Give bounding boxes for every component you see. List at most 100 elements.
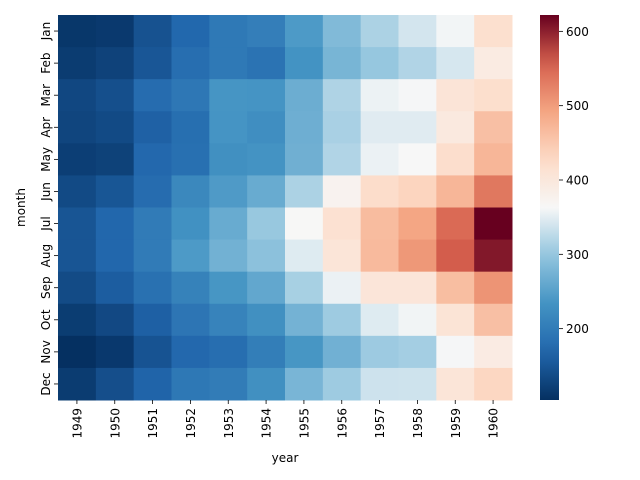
- colorbar-tick-label: 500: [566, 99, 589, 113]
- heatmap-cell: [133, 111, 172, 144]
- heatmap-cell: [95, 15, 135, 48]
- heatmap-cell: [322, 143, 362, 176]
- heatmap-cell: [247, 303, 286, 337]
- heatmap-cell: [58, 47, 97, 80]
- heatmap-cell: [398, 335, 437, 369]
- x-axis-label: year: [272, 451, 299, 465]
- heatmap-cell: [209, 15, 248, 48]
- heatmap-cell: [209, 303, 248, 337]
- x-tick-label: 1955: [297, 408, 311, 439]
- heatmap-cell: [398, 239, 437, 273]
- heatmap-cell: [360, 143, 399, 176]
- x-tick-label: 1950: [108, 408, 122, 439]
- heatmap-cell: [474, 143, 513, 176]
- x-axis-ticks: 1949 1950 1951 1952 1953 1954 1955 1956 1957 1958…: [70, 400, 501, 439]
- heatmap-cell: [58, 207, 97, 241]
- heatmap-cell: [171, 175, 210, 208]
- heatmap-cell: [95, 335, 135, 369]
- heatmap-cell: [209, 111, 248, 144]
- heatmap-cell: [474, 175, 513, 208]
- heatmap-cell: [58, 271, 97, 305]
- heatmap-cell: [133, 367, 172, 401]
- heatmap-cell: [322, 175, 362, 208]
- heatmap-cell: [95, 271, 135, 305]
- heatmap-cell: [209, 79, 248, 112]
- x-tick-label: 1959: [449, 408, 463, 439]
- heatmap-cell: [474, 303, 513, 337]
- heatmap-cell: [171, 207, 210, 241]
- heatmap-cell: [285, 143, 324, 176]
- heatmap-cell: [58, 111, 97, 144]
- y-tick-label: Nov: [39, 340, 53, 363]
- heatmap-cell: [133, 303, 172, 337]
- heatmap-cell: [95, 175, 135, 208]
- heatmap-cell: [247, 15, 286, 48]
- x-tick-label: 1949: [70, 408, 84, 439]
- y-tick-label: Feb: [39, 53, 53, 74]
- heatmap-cell: [58, 303, 97, 337]
- heatmap-cell: [322, 15, 362, 48]
- heatmap-cell: [398, 271, 437, 305]
- heatmap-cell: [133, 271, 172, 305]
- heatmap-cell: [398, 47, 437, 80]
- x-tick-label: 1951: [146, 408, 160, 439]
- y-axis-ticks: Jan Feb Mar Apr May Jun Jul Aug Sep Oct Nov Dec: [39, 22, 58, 396]
- heatmap-cell: [209, 207, 248, 241]
- heatmap-cell: [171, 367, 210, 401]
- heatmap-cell: [285, 47, 324, 80]
- heatmap-cell: [436, 207, 475, 241]
- heatmap-cell: [474, 15, 513, 48]
- heatmap-cell: [58, 239, 97, 273]
- heatmap-cell: [360, 207, 399, 241]
- colorbar-tick-label: 600: [566, 25, 589, 39]
- heatmap-cell: [322, 271, 362, 305]
- x-tick-label: 1954: [260, 408, 274, 439]
- y-tick-label: Sep: [39, 276, 53, 299]
- heatmap-cell: [171, 303, 210, 337]
- y-tick-label: Dec: [39, 372, 53, 395]
- heatmap-cell: [360, 47, 399, 80]
- x-tick-label: 1958: [411, 408, 425, 439]
- heatmap-cell: [209, 367, 248, 401]
- heatmap-cell: [247, 143, 286, 176]
- heatmap-cell: [171, 79, 210, 112]
- heatmap-cell: [398, 111, 437, 144]
- heatmap-cell: [95, 47, 135, 80]
- heatmap-cell: [436, 271, 475, 305]
- heatmap-cell: [95, 111, 135, 144]
- heatmap-cell: [95, 143, 135, 176]
- heatmap-cell: [360, 335, 399, 369]
- heatmap-cell: [474, 335, 513, 369]
- heatmap-cell: [285, 271, 324, 305]
- heatmap-cell: [285, 367, 324, 401]
- heatmap-cell: [247, 367, 286, 401]
- heatmap-cell: [247, 207, 286, 241]
- heatmap-cell: [285, 335, 324, 369]
- heatmap-cell: [247, 335, 286, 369]
- heatmap-cell: [436, 175, 475, 208]
- heatmap-cell: [247, 239, 286, 273]
- x-tick-label: 1952: [184, 408, 198, 439]
- heatmap-cell: [398, 79, 437, 112]
- heatmap-cell: [474, 207, 513, 241]
- heatmap-cell: [398, 143, 437, 176]
- x-tick-label: 1960: [487, 408, 501, 439]
- heatmap-cell: [436, 143, 475, 176]
- heatmap-cell: [58, 15, 97, 48]
- heatmap-cell: [58, 143, 97, 176]
- heatmap-cell: [285, 303, 324, 337]
- heatmap-cell: [436, 303, 475, 337]
- heatmap-cell: [360, 367, 399, 401]
- y-tick-label: Jun: [39, 182, 53, 202]
- heatmap-cell: [247, 271, 286, 305]
- colorbar-tick-label: 300: [566, 248, 589, 262]
- heatmap-cell: [436, 79, 475, 112]
- heatmap-cell: [322, 47, 362, 80]
- heatmap-cell: [360, 175, 399, 208]
- heatmap-cell: [398, 303, 437, 337]
- heatmap-cell: [58, 367, 97, 401]
- heatmap-cell: [474, 271, 513, 305]
- heatmap-cell: [474, 47, 513, 80]
- heatmap-cell: [360, 239, 399, 273]
- heatmap-cell: [474, 79, 513, 112]
